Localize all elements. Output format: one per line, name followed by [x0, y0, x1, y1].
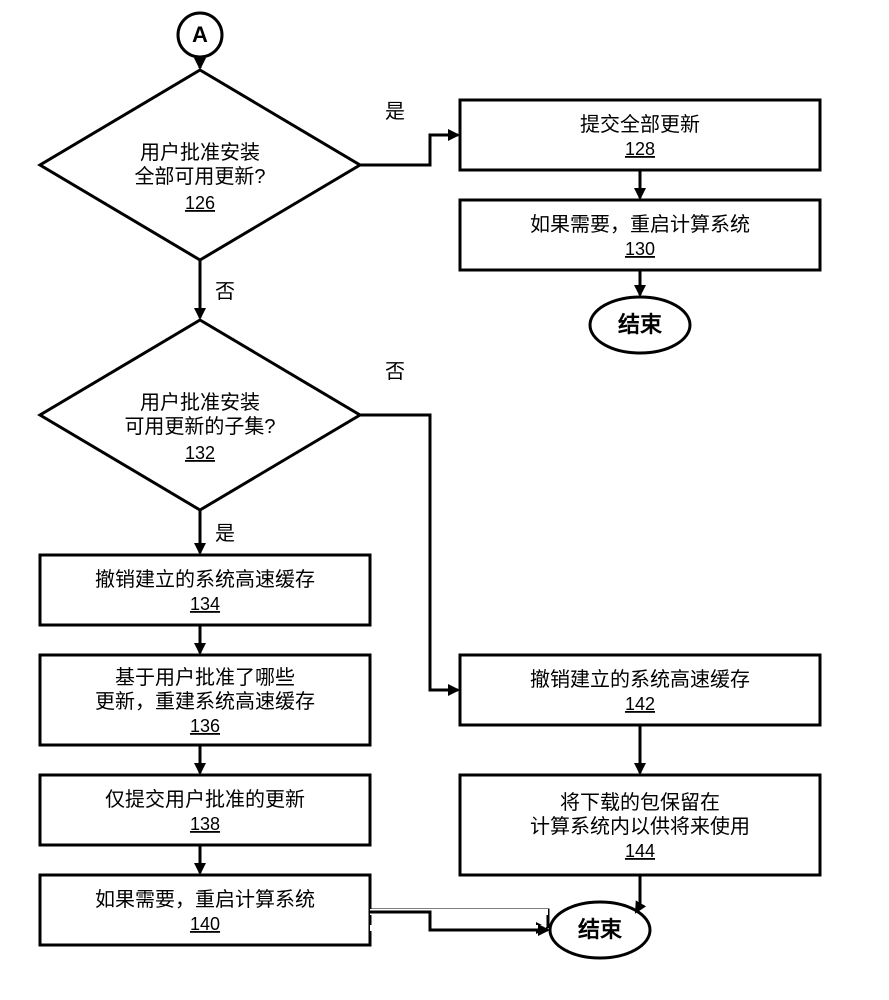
- svg-text:将下载的包保留在: 将下载的包保留在: [560, 791, 720, 814]
- svg-text:138: 138: [190, 814, 220, 834]
- svg-text:126: 126: [185, 193, 215, 213]
- svg-text:结束: 结束: [578, 917, 623, 942]
- svg-text:是: 是: [215, 523, 235, 545]
- svg-text:用户批准安装: 用户批准安装: [140, 391, 260, 414]
- svg-text:否: 否: [215, 281, 235, 303]
- decision-126: [40, 70, 360, 260]
- svg-text:可用更新的子集?: 可用更新的子集?: [124, 415, 275, 438]
- svg-text:134: 134: [190, 594, 220, 614]
- svg-text:撤销建立的系统高速缓存: 撤销建立的系统高速缓存: [530, 668, 750, 691]
- svg-text:是: 是: [385, 101, 405, 123]
- svg-text:144: 144: [625, 841, 655, 861]
- svg-text:如果需要，重启计算系统: 如果需要，重启计算系统: [530, 213, 750, 236]
- svg-text:提交全部更新: 提交全部更新: [580, 113, 700, 136]
- svg-text:仅提交用户批准的更新: 仅提交用户批准的更新: [105, 788, 305, 811]
- svg-text:128: 128: [625, 139, 655, 159]
- svg-text:用户批准安装: 用户批准安装: [140, 141, 260, 164]
- svg-text:136: 136: [190, 716, 220, 736]
- svg-text:140: 140: [190, 914, 220, 934]
- svg-text:否: 否: [385, 361, 405, 383]
- svg-text:142: 142: [625, 694, 655, 714]
- svg-text:撤销建立的系统高速缓存: 撤销建立的系统高速缓存: [95, 568, 315, 591]
- decision-132: [40, 320, 360, 510]
- svg-text:基于用户批准了哪些: 基于用户批准了哪些: [115, 666, 295, 689]
- svg-text:130: 130: [625, 239, 655, 259]
- svg-text:全部可用更新?: 全部可用更新?: [134, 165, 265, 188]
- svg-text:132: 132: [185, 443, 215, 463]
- svg-text:A: A: [192, 22, 208, 47]
- svg-text:更新，重建系统高速缓存: 更新，重建系统高速缓存: [95, 690, 315, 713]
- svg-text:结束: 结束: [618, 312, 663, 337]
- svg-text:如果需要，重启计算系统: 如果需要，重启计算系统: [95, 888, 315, 911]
- svg-text:计算系统内以供将来使用: 计算系统内以供将来使用: [530, 815, 750, 838]
